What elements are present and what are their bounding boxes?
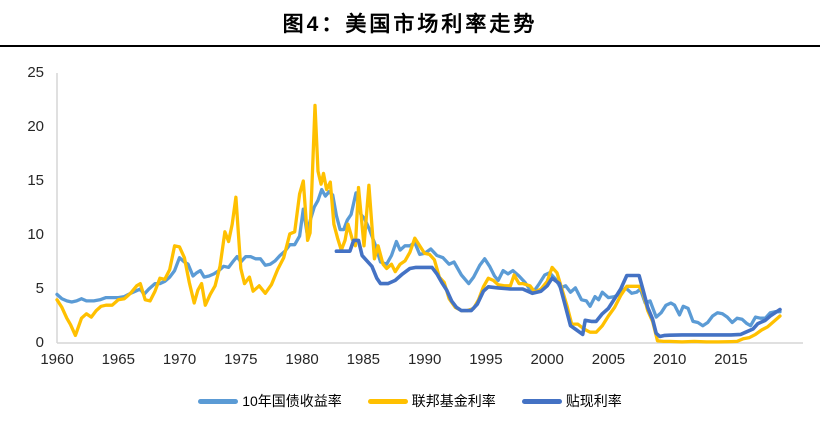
legend-item-0: 10年国债收益率 [198, 391, 342, 411]
x-tick-label: 1995 [469, 351, 503, 368]
x-tick-label: 2015 [714, 351, 748, 368]
legend: 10年国债收益率 联邦基金利率 贴现利率 [0, 391, 820, 411]
x-tick-label: 1975 [224, 351, 258, 368]
y-tick-label: 20 [27, 118, 44, 135]
legend-swatch-icon [367, 398, 408, 404]
y-tick-label: 10 [27, 226, 44, 243]
x-tick-label: 2000 [530, 351, 564, 368]
series-line-0 [55, 187, 782, 328]
legend-label: 贴现利率 [565, 393, 622, 409]
y-tick-label: 5 [35, 280, 44, 297]
y-tick-label: 25 [27, 64, 44, 81]
legend-item-2: 贴现利率 [521, 391, 622, 411]
x-tick-label: 1985 [346, 351, 381, 368]
x-tick-label: 1990 [407, 351, 442, 368]
legend-label: 10年国债收益率 [242, 393, 342, 409]
y-tick-label: 0 [35, 334, 44, 351]
title-divider-line [0, 45, 820, 47]
chart-title: 图4：美国市场利率走势 [282, 13, 538, 36]
legend-label: 联邦基金利率 [411, 393, 496, 409]
x-tick-label: 2005 [591, 351, 626, 368]
x-tick-label: 2010 [653, 351, 687, 368]
x-tick-label: 1970 [162, 351, 197, 368]
x-tick-label: 1980 [285, 351, 319, 368]
series-line-1 [55, 103, 782, 344]
series-line-2 [334, 238, 782, 339]
x-tick-label: 1965 [101, 351, 135, 368]
legend-swatch-icon [198, 398, 239, 404]
legend-swatch-icon [521, 398, 562, 404]
y-tick-label: 15 [27, 172, 44, 189]
legend-item-1: 联邦基金利率 [367, 391, 496, 411]
x-tick-label: 1960 [40, 351, 74, 368]
